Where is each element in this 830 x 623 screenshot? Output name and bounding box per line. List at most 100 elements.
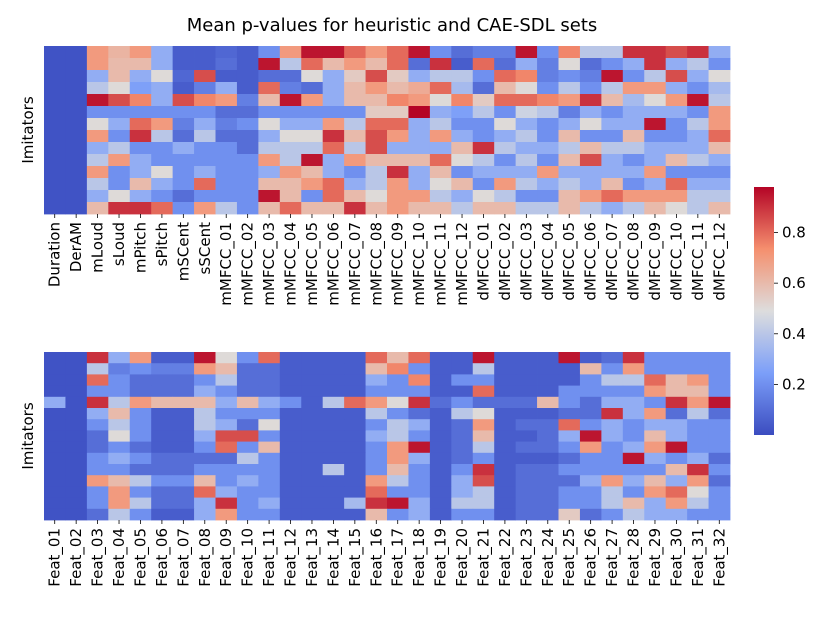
- heatmap-cell: [515, 408, 538, 420]
- heatmap-cell: [644, 130, 667, 143]
- heatmap-cell: [451, 419, 474, 431]
- heatmap-cell: [558, 58, 581, 71]
- heatmap-cell: [215, 46, 238, 59]
- heatmap-cell: [65, 363, 88, 375]
- heatmap-cell: [129, 419, 152, 431]
- heatmap-cell: [387, 452, 409, 465]
- heatmap-cell: [44, 419, 66, 431]
- heatmap-cell: [344, 46, 366, 59]
- heatmap-cell: [601, 166, 624, 179]
- heatmap-cell: [708, 396, 731, 409]
- heatmap-cell: [494, 374, 517, 386]
- heatmap-cell: [601, 441, 624, 454]
- heatmap-cell: [172, 130, 195, 143]
- heatmap-cell: [236, 464, 259, 476]
- heatmap-cell: [451, 106, 474, 119]
- heatmap-cell: [194, 396, 216, 409]
- heatmap-cell: [622, 374, 645, 386]
- heatmap-cell: [44, 82, 66, 95]
- heatmap-cell: [537, 106, 559, 119]
- heatmap-cell: [429, 408, 452, 420]
- heatmap-cell: [451, 464, 474, 476]
- heatmap-cell: [408, 396, 431, 409]
- heatmap-cell: [236, 497, 259, 510]
- heatmap-cell: [494, 486, 517, 498]
- heatmap-cell: [194, 475, 216, 487]
- x-tick-label: Feat_10: [239, 528, 258, 587]
- heatmap-cell: [108, 430, 131, 442]
- heatmap-cell: [301, 441, 324, 454]
- heatmap-cell: [215, 486, 238, 498]
- x-tick-label: Feat_27: [603, 528, 622, 587]
- heatmap-cell: [236, 363, 259, 375]
- heatmap-cell: [644, 385, 667, 398]
- heatmap-cell: [579, 130, 602, 143]
- heatmap-cell: [558, 475, 581, 487]
- heatmap-cell: [408, 408, 431, 420]
- heatmap-cell: [365, 374, 388, 386]
- heatmap-cell: [601, 430, 624, 442]
- heatmap-cell: [708, 374, 731, 386]
- heatmap-cell: [108, 166, 131, 179]
- heatmap-cell: [151, 430, 174, 442]
- heatmap-cell: [322, 508, 345, 521]
- heatmap-cell: [601, 419, 624, 431]
- heatmap-cell: [472, 508, 495, 521]
- heatmap-cell: [429, 419, 452, 431]
- x-tick-label: Feat_15: [346, 528, 365, 587]
- heatmap-cell: [344, 352, 366, 364]
- heatmap-cell: [322, 70, 345, 83]
- heatmap-cell: [194, 430, 216, 442]
- heatmap-cell: [86, 385, 109, 398]
- heatmap-cell: [494, 142, 517, 155]
- heatmap-cell: [558, 464, 581, 476]
- heatmap-cell: [322, 486, 345, 498]
- heatmap-cell: [451, 385, 474, 398]
- x-tick-label: mMFCC_04: [282, 222, 301, 306]
- heatmap-cell: [537, 202, 559, 215]
- heatmap-cell: [86, 94, 109, 107]
- heatmap-cell: [644, 475, 667, 487]
- heatmap-cell: [687, 46, 709, 59]
- heatmap-cell: [151, 130, 174, 143]
- heatmap-cell: [558, 452, 581, 465]
- heatmap-cell: [65, 374, 88, 386]
- heatmap-cell: [44, 154, 66, 167]
- heatmap-cell: [172, 385, 195, 398]
- heatmap-cell: [44, 202, 66, 215]
- colorbar-tick-label: 0.6: [782, 274, 806, 292]
- heatmap-cell: [322, 154, 345, 167]
- heatmap-cell: [172, 452, 195, 465]
- heatmap-cell: [687, 419, 709, 431]
- heatmap-cell: [215, 106, 238, 119]
- heatmap-cell: [322, 452, 345, 465]
- heatmap-cell: [194, 441, 216, 454]
- heatmap-cell: [451, 70, 474, 83]
- heatmap-cell: [108, 475, 131, 487]
- heatmap-cell: [622, 497, 645, 510]
- heatmap-cell: [494, 70, 517, 83]
- heatmap-cell: [558, 82, 581, 95]
- heatmap-cell: [494, 118, 517, 131]
- heatmap-cell: [515, 118, 538, 131]
- heatmap-cell: [279, 106, 302, 119]
- heatmap-cell: [579, 202, 602, 215]
- heatmap-cell: [429, 396, 452, 409]
- heatmap-cell: [108, 106, 131, 119]
- x-tick-label: Feat_08: [196, 528, 215, 587]
- heatmap-cell: [258, 202, 281, 215]
- heatmap-cell: [451, 154, 474, 167]
- heatmap-cell: [194, 374, 216, 386]
- heatmap-cell: [279, 118, 302, 131]
- heatmap-cell: [687, 154, 709, 167]
- heatmap-cell: [365, 408, 388, 420]
- heatmap-cell: [258, 166, 281, 179]
- heatmap-cell: [365, 464, 388, 476]
- heatmap-cell: [644, 166, 667, 179]
- heatmap-cell: [322, 396, 345, 409]
- heatmap-cell: [494, 396, 517, 409]
- heatmap-cell: [708, 430, 731, 442]
- heatmap-cell: [537, 352, 559, 364]
- heatmap-cell: [344, 464, 366, 476]
